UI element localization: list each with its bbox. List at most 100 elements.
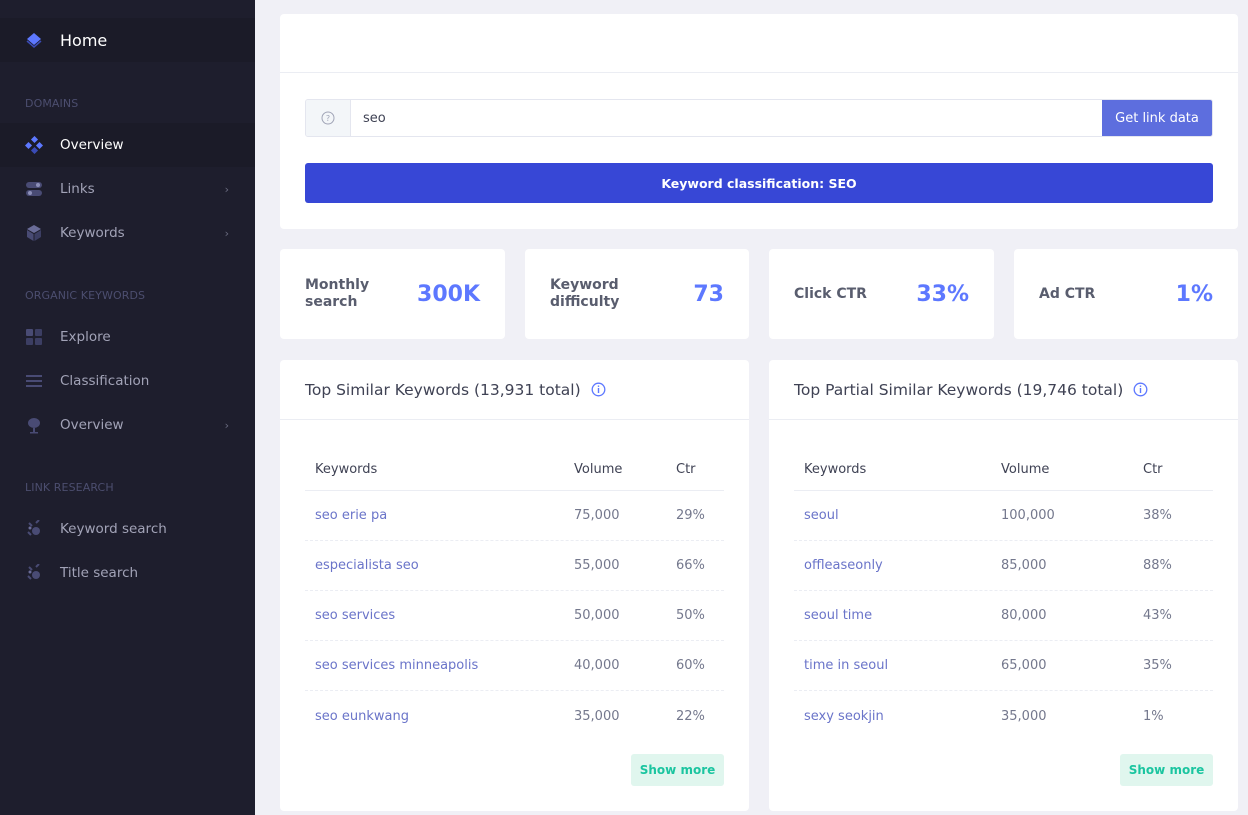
section-organic-keywords: Organic keywords bbox=[25, 289, 146, 302]
keyword-link[interactable]: seo eunkwang bbox=[315, 708, 409, 724]
search-bar: ? Get link data bbox=[305, 99, 1213, 137]
keyword-link[interactable]: especialista seo bbox=[315, 558, 419, 573]
sidebar-item-overview[interactable]: Overview bbox=[0, 123, 255, 167]
table-row: offleaseonly 85,000 88% bbox=[794, 541, 1213, 591]
sidebar-item-label: Classification bbox=[60, 373, 150, 389]
sidebar-item-overview-organic[interactable]: Overview › bbox=[0, 403, 255, 447]
column-header-volume: Volume bbox=[574, 461, 623, 477]
stat-label: Click CTR bbox=[794, 285, 867, 302]
similar-keywords-card: Top Similar Keywords (13,931 total) Keyw… bbox=[280, 360, 749, 811]
chevron-right-icon: › bbox=[224, 418, 229, 432]
keyword-link[interactable]: seoul bbox=[804, 508, 839, 523]
sidebar-item-label: Keyword search bbox=[60, 521, 167, 537]
volume-cell: 85,000 bbox=[1001, 558, 1047, 573]
card-header: Top Partial Similar Keywords (19,746 tot… bbox=[769, 360, 1238, 420]
sidebar: Home Domains Overview Links › Keywords ›… bbox=[0, 0, 255, 815]
card-title: Top Partial Similar Keywords (19,746 tot… bbox=[794, 380, 1124, 399]
card-header bbox=[280, 14, 1238, 73]
sidebar-item-label: Overview bbox=[60, 417, 124, 433]
sidebar-item-classification[interactable]: Classification bbox=[0, 359, 255, 403]
column-header-ctr: Ctr bbox=[676, 461, 696, 477]
keyword-classification-banner: Keyword classification: SEO bbox=[305, 163, 1213, 203]
toggle-icon bbox=[25, 180, 43, 198]
keyword-link[interactable]: offleaseonly bbox=[804, 558, 883, 573]
ctr-cell: 43% bbox=[1143, 608, 1172, 623]
sidebar-item-label: Keywords bbox=[60, 225, 125, 241]
ctr-cell: 88% bbox=[1143, 558, 1172, 573]
table-row: especialista seo 55,000 66% bbox=[305, 541, 724, 591]
stat-value: 33% bbox=[916, 281, 969, 307]
column-header-ctr: Ctr bbox=[1143, 461, 1163, 477]
ctr-cell: 22% bbox=[676, 708, 705, 724]
sidebar-item-label: Overview bbox=[60, 137, 124, 153]
grid-icon bbox=[25, 328, 43, 346]
table-header: Keywords Volume Ctr bbox=[794, 448, 1213, 491]
stat-label: Monthly search bbox=[305, 277, 370, 310]
column-header-keywords: Keywords bbox=[804, 461, 867, 477]
show-more-button[interactable]: Show more bbox=[631, 754, 724, 786]
volume-cell: 65,000 bbox=[1001, 658, 1047, 673]
sidebar-item-links[interactable]: Links › bbox=[0, 167, 255, 211]
box-icon bbox=[25, 224, 43, 242]
ctr-cell: 50% bbox=[676, 608, 705, 623]
keyword-link[interactable]: seo services minneapolis bbox=[315, 658, 479, 673]
column-header-volume: Volume bbox=[1001, 461, 1050, 477]
volume-cell: 50,000 bbox=[574, 608, 620, 623]
stat-value: 1% bbox=[1175, 281, 1213, 307]
volume-cell: 35,000 bbox=[1001, 708, 1047, 724]
stat-monthly-search: Monthly search 300K bbox=[280, 249, 505, 339]
chevron-right-icon: › bbox=[224, 226, 229, 240]
table-row: seoul time 80,000 43% bbox=[794, 591, 1213, 641]
info-icon[interactable] bbox=[591, 382, 606, 397]
table-row: seo erie pa 75,000 29% bbox=[305, 491, 724, 541]
sidebar-item-keyword-search[interactable]: Keyword search bbox=[0, 507, 255, 551]
keyword-link[interactable]: seoul time bbox=[804, 608, 873, 623]
card-header: Top Similar Keywords (13,931 total) bbox=[280, 360, 749, 420]
table-row: seo services minneapolis 40,000 60% bbox=[305, 641, 724, 691]
volume-cell: 100,000 bbox=[1001, 508, 1055, 523]
get-link-data-button[interactable]: Get link data bbox=[1102, 100, 1212, 136]
stat-label: Ad CTR bbox=[1039, 285, 1096, 302]
card-title: Top Similar Keywords (13,931 total) bbox=[305, 380, 581, 399]
sidebar-item-label: Home bbox=[60, 30, 108, 50]
keyword-link[interactable]: sexy seokjin bbox=[804, 708, 884, 724]
sidebar-item-home[interactable]: Home bbox=[0, 18, 255, 62]
table-row: seoul 100,000 38% bbox=[794, 491, 1213, 541]
stat-ad-ctr: Ad CTR 1% bbox=[1014, 249, 1238, 339]
ctr-cell: 60% bbox=[676, 658, 705, 673]
volume-cell: 80,000 bbox=[1001, 608, 1047, 623]
table-header: Keywords Volume Ctr bbox=[305, 448, 724, 491]
sidebar-item-label: Title search bbox=[60, 565, 139, 581]
keyword-link[interactable]: seo erie pa bbox=[315, 508, 388, 523]
diamond-grid-icon bbox=[25, 136, 43, 154]
show-more-button[interactable]: Show more bbox=[1120, 754, 1213, 786]
section-domains: Domains bbox=[25, 97, 79, 110]
ctr-cell: 66% bbox=[676, 558, 705, 573]
volume-cell: 40,000 bbox=[574, 658, 620, 673]
microphone-icon bbox=[25, 416, 43, 434]
ctr-cell: 38% bbox=[1143, 508, 1172, 523]
ctr-cell: 35% bbox=[1143, 658, 1172, 673]
svg-text:?: ? bbox=[326, 114, 330, 123]
ctr-cell: 1% bbox=[1143, 708, 1164, 724]
help-circle-icon[interactable]: ? bbox=[306, 100, 351, 136]
keyword-link[interactable]: time in seoul bbox=[804, 658, 889, 673]
keyword-link[interactable]: seo services bbox=[315, 608, 396, 623]
table-row: seo eunkwang 35,000 22% bbox=[305, 691, 724, 741]
sidebar-item-label: Explore bbox=[60, 329, 111, 345]
ctr-cell: 29% bbox=[676, 508, 705, 523]
volume-cell: 75,000 bbox=[574, 508, 620, 523]
volume-cell: 55,000 bbox=[574, 558, 620, 573]
volume-cell: 35,000 bbox=[574, 708, 620, 724]
stat-label: Keyword difficulty bbox=[550, 277, 620, 310]
search-card: ? Get link data Keyword classification: … bbox=[280, 14, 1238, 229]
sidebar-item-keywords[interactable]: Keywords › bbox=[0, 211, 255, 255]
sidebar-item-explore[interactable]: Explore bbox=[0, 315, 255, 359]
list-icon bbox=[25, 372, 43, 390]
stat-click-ctr: Click CTR 33% bbox=[769, 249, 994, 339]
table-row: seo services 50,000 50% bbox=[305, 591, 724, 641]
sidebar-item-title-search[interactable]: Title search bbox=[0, 551, 255, 595]
search-input[interactable] bbox=[351, 100, 1102, 136]
column-header-keywords: Keywords bbox=[315, 461, 378, 477]
info-icon[interactable] bbox=[1133, 382, 1148, 397]
